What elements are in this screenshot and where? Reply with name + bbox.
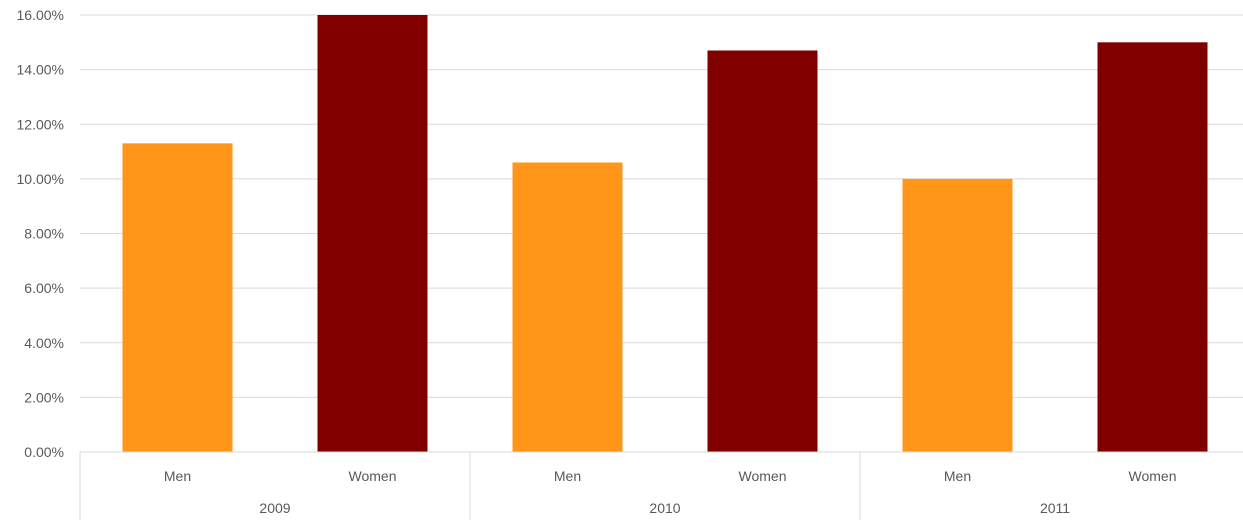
x-category-label: Men xyxy=(554,468,581,484)
y-tick-label: 16.00% xyxy=(17,7,64,23)
x-category-label: Women xyxy=(1129,468,1177,484)
x-category-label: Women xyxy=(739,468,787,484)
x-group-label: 2011 xyxy=(1040,500,1070,516)
y-tick-label: 8.00% xyxy=(24,226,64,242)
y-tick-label: 10.00% xyxy=(17,171,64,187)
bar-2010-women xyxy=(707,50,818,452)
y-tick-label: 12.00% xyxy=(17,116,64,132)
bar-2010-men xyxy=(512,162,623,453)
x-category-label: Women xyxy=(349,468,397,484)
x-group-label: 2010 xyxy=(649,500,680,516)
bar-2009-men xyxy=(122,143,233,452)
bar-2009-women xyxy=(317,15,428,452)
x-category-label: Men xyxy=(164,468,191,484)
x-category-label: Men xyxy=(944,468,971,484)
bar-2011-men xyxy=(902,178,1013,452)
x-group-label: 2009 xyxy=(259,500,290,516)
bar-2011-women xyxy=(1097,42,1208,452)
y-tick-label: 4.00% xyxy=(24,335,64,351)
y-tick-label: 14.00% xyxy=(17,62,64,78)
y-tick-label: 6.00% xyxy=(24,280,64,296)
y-tick-label: 0.00% xyxy=(24,444,64,460)
y-tick-label: 2.00% xyxy=(24,389,64,405)
